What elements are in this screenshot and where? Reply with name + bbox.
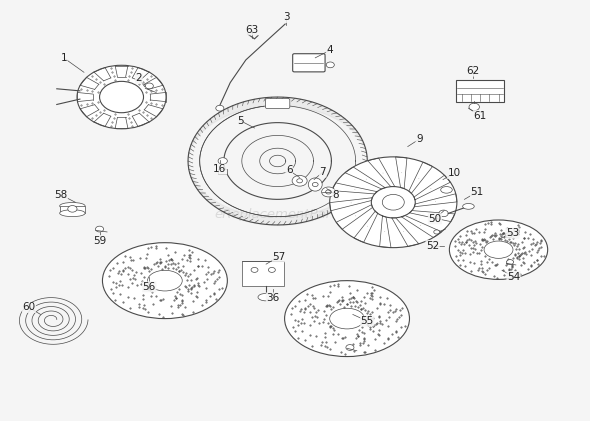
Ellipse shape [441,187,453,193]
Text: 50: 50 [428,214,441,224]
Text: 54: 54 [507,272,520,282]
Text: 60: 60 [22,302,35,312]
Text: 63: 63 [245,25,258,35]
Circle shape [330,157,457,248]
Circle shape [506,233,512,238]
Circle shape [251,267,258,272]
Ellipse shape [463,203,474,209]
Text: 36: 36 [267,293,280,303]
Text: 2: 2 [136,74,142,83]
Text: 6: 6 [286,165,293,176]
Text: 51: 51 [470,187,484,197]
Text: 58: 58 [54,190,67,200]
Circle shape [346,344,354,350]
Ellipse shape [330,308,365,329]
Circle shape [145,83,153,89]
Ellipse shape [60,210,85,217]
Circle shape [312,182,318,187]
Bar [242,261,284,285]
Text: 57: 57 [272,252,286,262]
Text: 10: 10 [447,168,461,179]
Circle shape [469,103,480,111]
Text: 53: 53 [506,228,519,238]
Bar [60,206,85,213]
Ellipse shape [450,220,548,280]
Ellipse shape [103,242,227,319]
Bar [218,169,227,174]
Ellipse shape [60,203,85,209]
Circle shape [100,81,143,113]
Circle shape [216,105,224,111]
Circle shape [382,195,404,210]
Circle shape [371,187,415,218]
Text: 62: 62 [467,66,480,76]
Circle shape [439,210,448,217]
Circle shape [297,179,303,183]
Circle shape [96,226,104,232]
Circle shape [77,65,166,129]
Text: eReplacementParts.com: eReplacementParts.com [214,208,376,221]
Circle shape [68,205,77,212]
Circle shape [292,176,307,186]
Text: 16: 16 [213,164,227,174]
Text: 55: 55 [360,316,374,326]
Circle shape [326,190,332,194]
Text: 5: 5 [237,115,244,125]
Circle shape [507,260,513,264]
Text: 8: 8 [332,190,339,200]
Text: 59: 59 [94,236,107,245]
Text: 4: 4 [326,45,333,56]
Circle shape [322,187,336,197]
Text: 1: 1 [60,53,67,63]
Text: 52: 52 [426,240,439,250]
Ellipse shape [284,281,409,357]
Text: 3: 3 [283,12,290,22]
FancyBboxPatch shape [293,54,325,72]
Ellipse shape [148,270,182,291]
Circle shape [434,230,440,234]
Text: 61: 61 [473,111,487,120]
Text: 9: 9 [416,134,422,144]
Circle shape [268,267,276,272]
FancyBboxPatch shape [455,80,504,101]
Circle shape [218,158,227,164]
Circle shape [326,62,335,68]
Text: 7: 7 [319,167,326,177]
FancyBboxPatch shape [266,99,290,109]
Ellipse shape [484,241,513,258]
Ellipse shape [258,293,274,301]
Text: 56: 56 [143,282,156,292]
Ellipse shape [309,178,322,191]
